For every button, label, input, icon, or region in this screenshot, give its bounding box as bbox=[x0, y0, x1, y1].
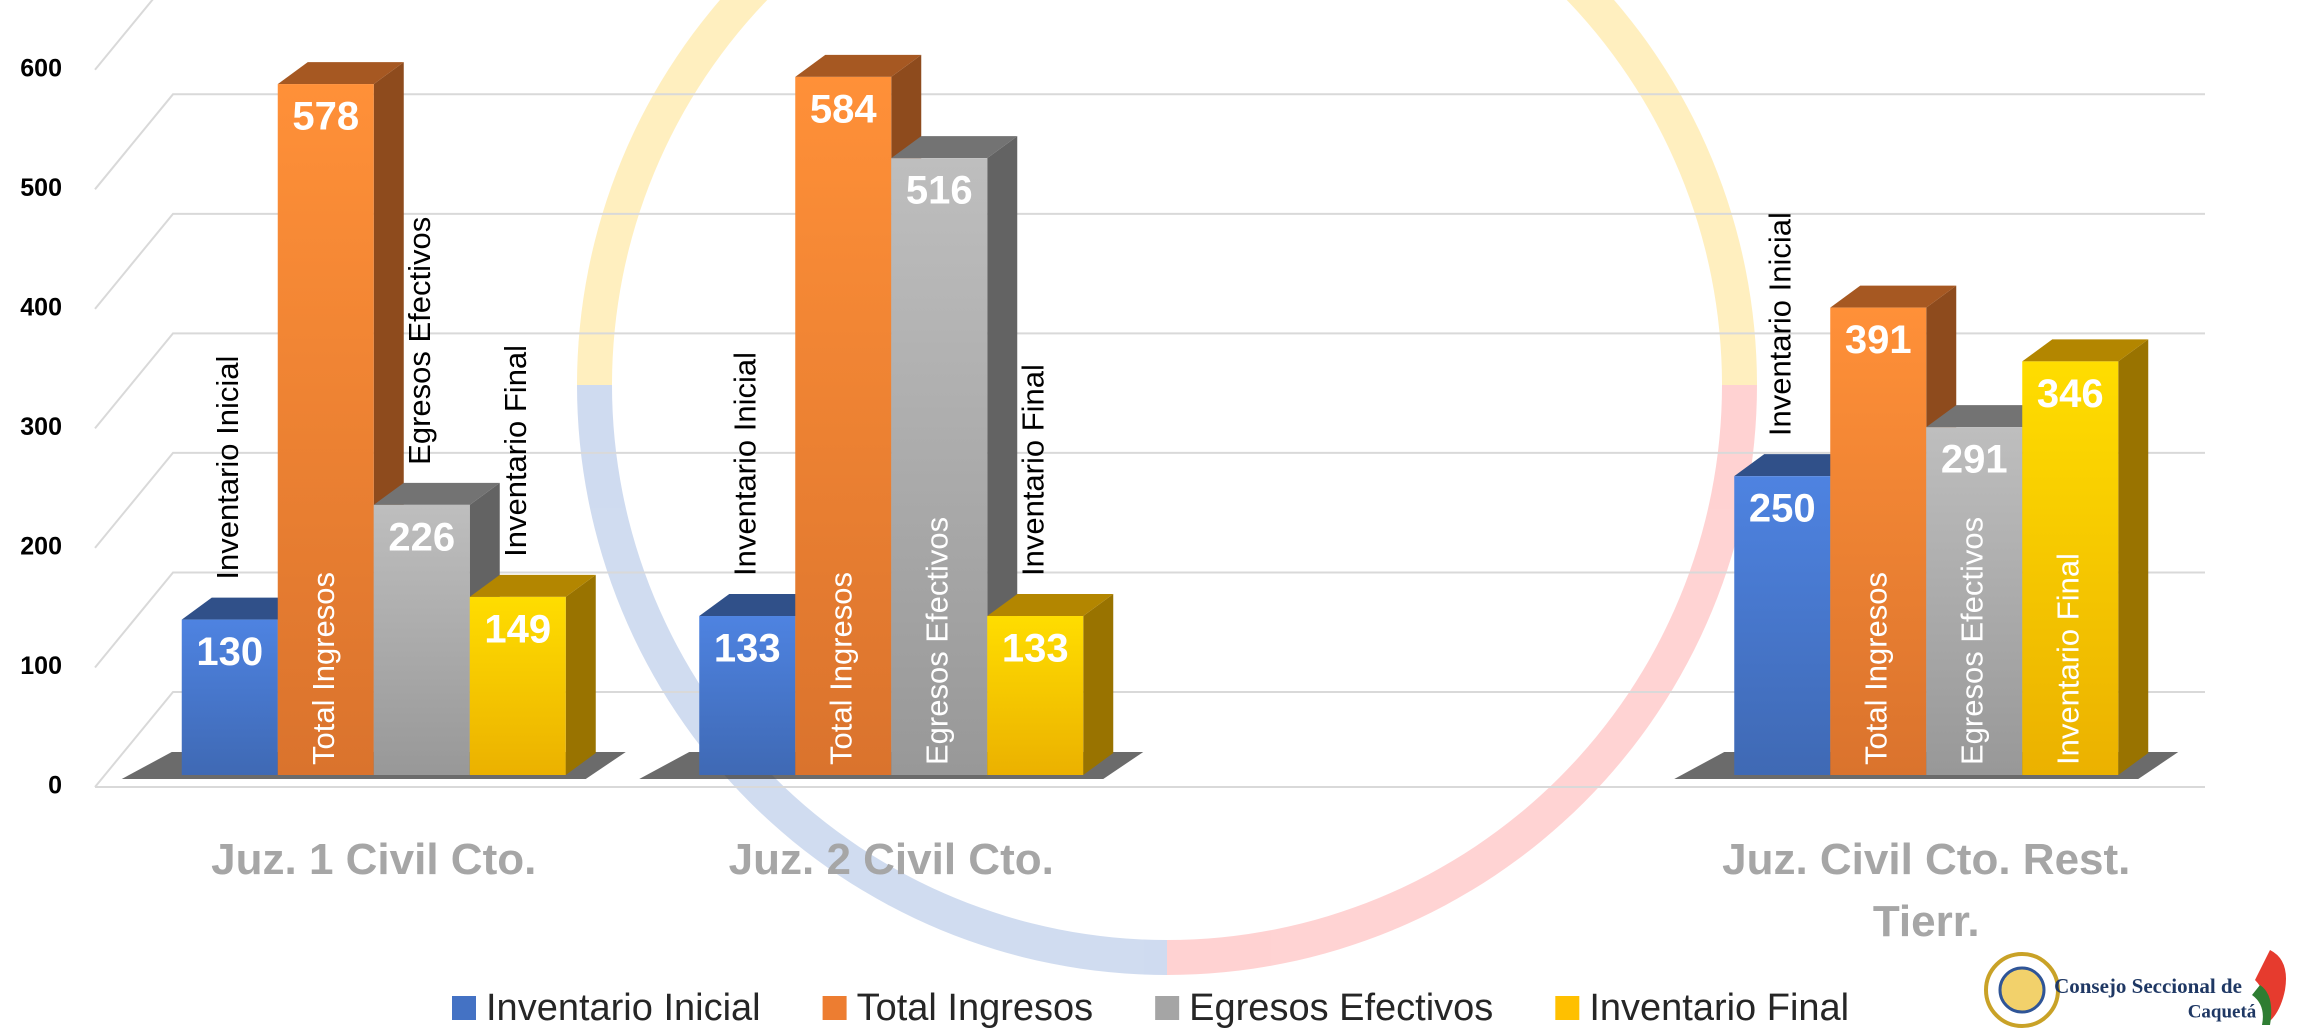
logo-subtitle: Caquetá bbox=[2188, 1001, 2257, 1022]
bar bbox=[1926, 427, 2023, 775]
value-label: 226 bbox=[388, 515, 455, 559]
bar-series-label: Inventario Inicial bbox=[727, 352, 762, 576]
bar bbox=[277, 84, 374, 776]
legend-swatch bbox=[1555, 996, 1580, 1020]
bar-top bbox=[1734, 454, 1861, 477]
bar-series-label: Inventario Final bbox=[1015, 364, 1050, 576]
bar-top bbox=[2022, 339, 2149, 362]
bar bbox=[1734, 476, 1831, 775]
value-label: 149 bbox=[484, 607, 551, 651]
bar bbox=[181, 619, 278, 775]
bar-top bbox=[987, 594, 1114, 617]
value-label: 584 bbox=[810, 87, 877, 131]
bar-series-label: Egresos Efectivos bbox=[1954, 517, 1989, 765]
bar-top bbox=[277, 62, 404, 85]
y-tick-label: 300 bbox=[20, 413, 62, 441]
bar-top bbox=[1830, 285, 1957, 308]
y-tick-label: 400 bbox=[20, 293, 62, 321]
x-label-box: Juz. 2 Civil Cto. bbox=[728, 835, 1054, 884]
bar-series-label: Egresos Efectivos bbox=[402, 217, 437, 465]
bar-top bbox=[1926, 405, 2053, 428]
bar-side bbox=[565, 574, 596, 775]
value-label: 291 bbox=[1941, 438, 2008, 482]
x-tick-label: Juz. 1 Civil Cto. bbox=[211, 835, 537, 884]
grid-line bbox=[94, 691, 2205, 788]
bar-series-label: Inventario Inicial bbox=[210, 356, 245, 580]
legend-label: Inventario Final bbox=[1589, 987, 1849, 1029]
bar bbox=[987, 616, 1084, 775]
legend-label: Total Ingresos bbox=[857, 987, 1094, 1029]
value-label: 130 bbox=[196, 630, 263, 674]
value-label: 391 bbox=[1845, 318, 1912, 362]
bar bbox=[1830, 307, 1927, 775]
grid-line bbox=[94, 332, 2205, 430]
x-tick-label: Juz. Civil Cto. Rest. Tierr. bbox=[1722, 835, 2131, 946]
bar-series-label: Total Ingresos bbox=[1858, 572, 1893, 765]
bar-top bbox=[373, 482, 500, 505]
y-tick-label: 100 bbox=[20, 652, 62, 680]
value-label: 133 bbox=[714, 627, 781, 671]
bar-series-label: Inventario Final bbox=[2050, 553, 2085, 765]
bar-series-label: Inventario Final bbox=[498, 345, 533, 557]
value-label: 133 bbox=[1002, 627, 1069, 671]
logo-title: Consejo Seccional de bbox=[2054, 974, 2242, 998]
y-tick-label: 200 bbox=[20, 533, 62, 561]
bar-top bbox=[891, 136, 1018, 159]
x-label-box: Juz. Civil Cto. Rest. Tierr. bbox=[1722, 835, 2131, 946]
legend-swatch bbox=[822, 996, 847, 1020]
bar bbox=[373, 504, 470, 775]
bar-top bbox=[469, 574, 596, 597]
bar-series-label: Total Ingresos bbox=[823, 572, 858, 765]
logo bbox=[1984, 950, 2286, 1028]
x-label-box: Juz. 1 Civil Cto. bbox=[211, 835, 537, 884]
bar-series-label: Total Ingresos bbox=[306, 572, 341, 765]
bar bbox=[2022, 361, 2119, 775]
watermark bbox=[577, 0, 1757, 975]
value-label: 250 bbox=[1749, 487, 1816, 531]
legend-swatch bbox=[452, 996, 476, 1020]
y-tick-label: 600 bbox=[20, 54, 62, 82]
grid-line bbox=[94, 93, 2205, 190]
grid-line bbox=[94, 0, 154, 71]
x-tick-label: Juz. 2 Civil Cto. bbox=[728, 835, 1054, 884]
legend-swatch bbox=[1155, 996, 1180, 1020]
bar bbox=[795, 76, 892, 775]
bar-side bbox=[2118, 339, 2149, 775]
legend-label: Inventario Inicial bbox=[486, 987, 761, 1029]
value-label: 578 bbox=[292, 95, 359, 139]
bar-series-label: Egresos Efectivos bbox=[919, 517, 954, 765]
bar-top bbox=[181, 597, 308, 620]
bar-top bbox=[795, 54, 922, 77]
bar bbox=[891, 158, 988, 776]
value-label: 516 bbox=[906, 169, 973, 213]
grid-line bbox=[94, 451, 2205, 549]
y-tick-label: 0 bbox=[48, 772, 62, 800]
bar-top bbox=[699, 594, 826, 617]
bar bbox=[699, 616, 796, 775]
bar-series-label: Inventario Inicial bbox=[1762, 212, 1797, 436]
legend-label: Egresos Efectivos bbox=[1189, 987, 1493, 1029]
bar-side bbox=[1083, 594, 1114, 775]
grid-line bbox=[94, 571, 2205, 669]
grid-line bbox=[94, 212, 2205, 310]
y-tick-label: 500 bbox=[20, 174, 62, 202]
bar bbox=[469, 596, 566, 775]
value-label: 346 bbox=[2037, 372, 2104, 416]
